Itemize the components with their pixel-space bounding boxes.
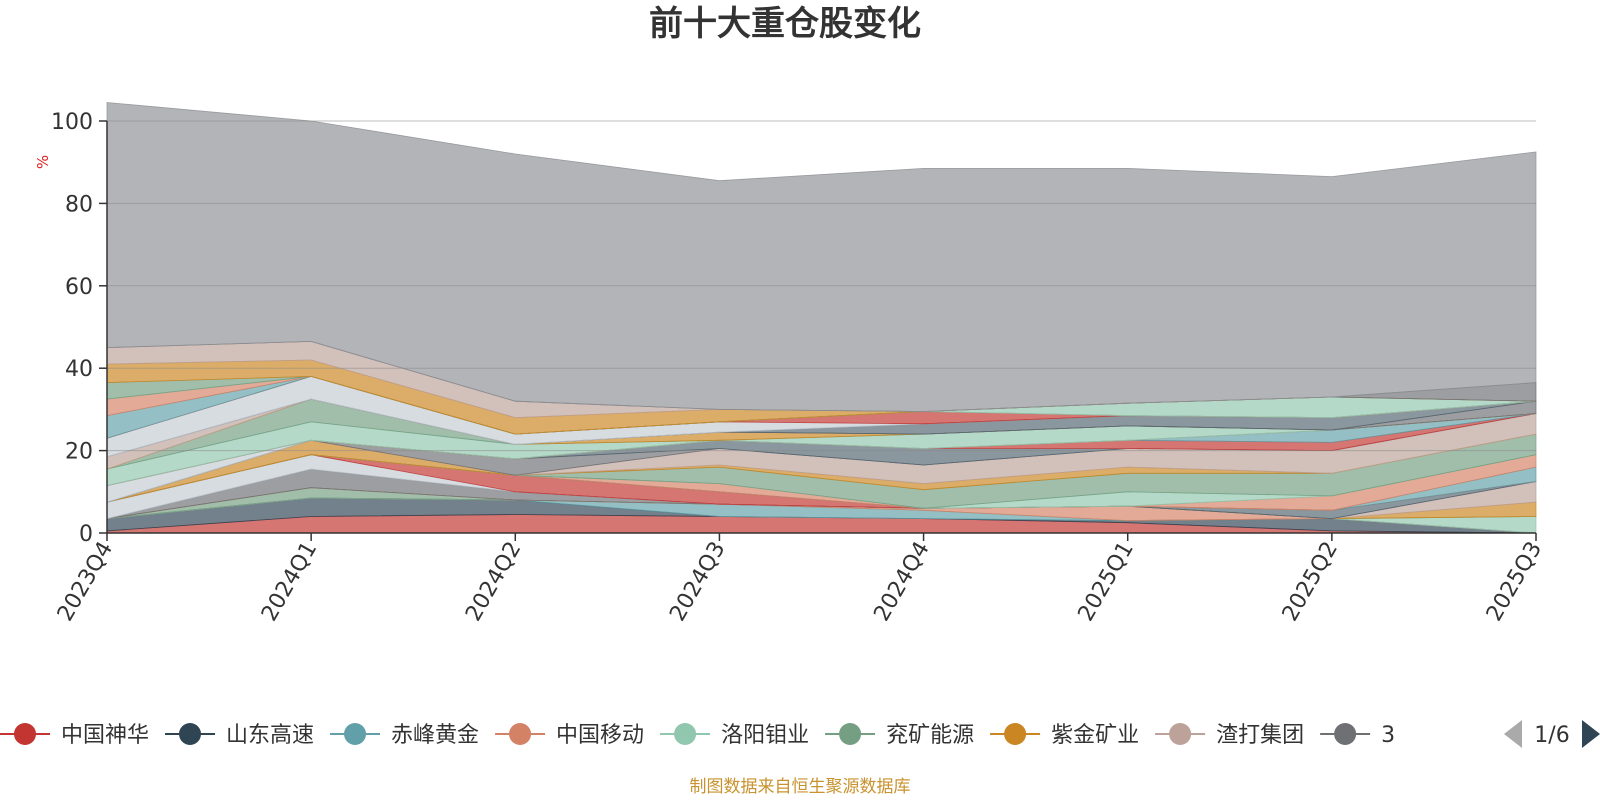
y-tick-label: 60 bbox=[65, 275, 93, 300]
legend-item-label: 中国移动 bbox=[556, 723, 644, 748]
y-tick-label: 0 bbox=[79, 522, 93, 547]
chart-title: 前十大重仓股变化 bbox=[649, 4, 921, 44]
x-tick-label: 2025Q3 bbox=[1482, 538, 1547, 626]
legend-item[interactable]: 中国移动 bbox=[495, 723, 644, 748]
legend-item-label: 山东高速 bbox=[226, 723, 314, 748]
legend-item-label: 赤峰黄金 bbox=[391, 723, 479, 748]
legend-item[interactable]: 赤峰黄金 bbox=[330, 723, 479, 748]
y-axis: 0 20 40 60 80 100 bbox=[51, 110, 108, 547]
circle-line-icon bbox=[179, 723, 202, 745]
x-tick-label: 2024Q1 bbox=[257, 538, 322, 626]
legend-item-label: 3 bbox=[1381, 723, 1395, 748]
legend-item-truncated[interactable]: 3 bbox=[1320, 723, 1395, 748]
y-axis-label: % bbox=[34, 155, 52, 169]
legend-pager: 1/6 bbox=[1504, 720, 1600, 748]
y-tick-label: 100 bbox=[51, 110, 93, 135]
x-tick-label: 2023Q4 bbox=[53, 538, 118, 626]
y-tick-label: 20 bbox=[65, 440, 93, 465]
legend-item[interactable]: 渣打集团 bbox=[1155, 723, 1304, 748]
circle-line-icon bbox=[1169, 723, 1192, 745]
plot-area bbox=[106, 102, 1537, 534]
circle-line-icon bbox=[1004, 723, 1027, 745]
legend-item-label: 兖矿能源 bbox=[886, 723, 974, 748]
legend-item-label: 渣打集团 bbox=[1216, 723, 1304, 748]
legend-item-label: 洛阳钼业 bbox=[721, 723, 809, 748]
circle-line-icon bbox=[839, 723, 862, 745]
legend-item-label: 中国神华 bbox=[61, 723, 149, 748]
legend-item[interactable]: 中国神华 bbox=[0, 723, 149, 748]
arrow-right-icon[interactable] bbox=[1582, 720, 1600, 748]
x-tick-label: 2024Q3 bbox=[665, 538, 730, 626]
x-axis: 2023Q4 2024Q1 2024Q2 2024Q3 2024Q4 2025Q1 2025… bbox=[53, 532, 1547, 626]
series-area-39 bbox=[106, 102, 1537, 412]
legend-page-indicator: 1/6 bbox=[1534, 723, 1569, 748]
legend-item[interactable]: 紫金矿业 bbox=[990, 723, 1139, 748]
circle-line-icon bbox=[674, 723, 697, 745]
circle-line-icon bbox=[509, 723, 532, 745]
x-tick-label: 2025Q1 bbox=[1074, 538, 1139, 626]
y-tick-label: 80 bbox=[65, 192, 93, 217]
legend-item[interactable]: 兖矿能源 bbox=[825, 723, 974, 748]
arrow-left-icon[interactable] bbox=[1504, 720, 1522, 748]
x-tick-label: 2025Q2 bbox=[1278, 538, 1343, 626]
legend-item[interactable]: 洛阳钼业 bbox=[660, 723, 809, 748]
legend: 中国神华 山东高速 赤峰黄金 中国移动 洛阳钼业 兖矿能源 紫金矿业 渣打集团 3 bbox=[0, 723, 1395, 748]
circle-line-icon bbox=[344, 723, 367, 745]
legend-item[interactable]: 山东高速 bbox=[165, 723, 314, 748]
circle-line-icon bbox=[14, 723, 36, 745]
circle-line-icon bbox=[1334, 723, 1357, 745]
y-tick-label: 40 bbox=[65, 357, 93, 382]
x-tick-label: 2024Q4 bbox=[869, 538, 934, 626]
legend-item-label: 紫金矿业 bbox=[1051, 723, 1139, 748]
source-note: 制图数据来自恒生聚源数据库 bbox=[690, 777, 911, 797]
x-tick-label: 2024Q2 bbox=[461, 538, 526, 626]
